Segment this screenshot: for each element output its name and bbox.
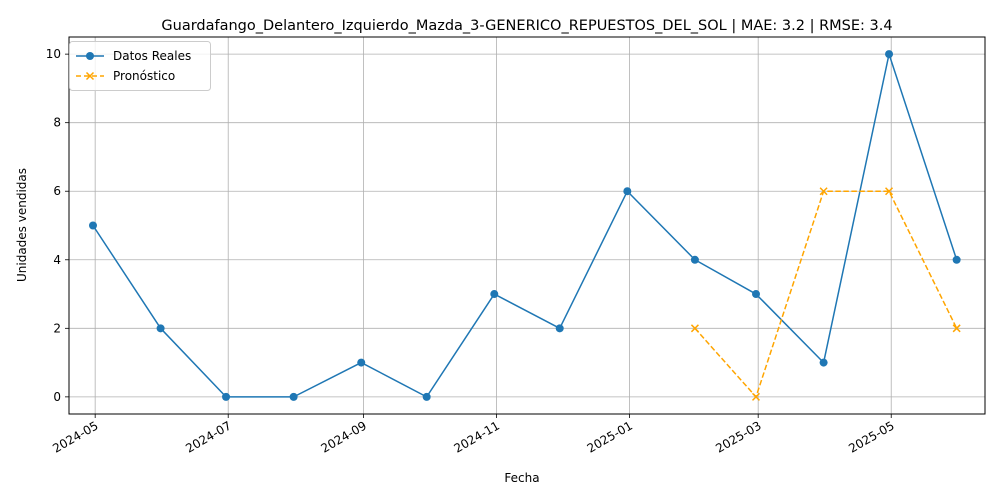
plot-frame — [68, 36, 986, 415]
y-tick-label: 6 — [53, 184, 61, 198]
data-point-datos-reales — [289, 392, 298, 401]
data-point-pronostico — [751, 392, 761, 401]
y-tick-label: 2 — [53, 321, 61, 335]
data-point-pronostico — [885, 187, 894, 196]
data-point-datos-reales — [555, 324, 564, 333]
chart-title: Guardafango_Delantero_Izquierdo_Mazda_3-… — [161, 18, 892, 34]
legend-marker-pronostico — [85, 71, 95, 81]
legend: Datos Reales Pronóstico — [69, 41, 211, 91]
y-tick-label: 4 — [53, 253, 61, 267]
grid-layer — [69, 37, 985, 414]
y-tick-label: 10 — [46, 47, 61, 61]
series-line-datos-reales — [92, 53, 958, 398]
data-point-datos-reales — [819, 358, 828, 367]
legend-marker-datos-reales — [86, 52, 94, 60]
data-point-datos-reales — [952, 255, 961, 264]
data-point-pronostico — [952, 324, 961, 333]
data-point-pronostico — [819, 187, 828, 196]
y-axis-label: Unidades vendidas — [15, 168, 29, 282]
data-point-datos-reales — [490, 290, 499, 299]
data-point-datos-reales — [422, 392, 431, 401]
series-layer — [88, 50, 961, 401]
y-tick-label: 0 — [53, 390, 61, 404]
data-point-datos-reales — [623, 187, 632, 196]
data-point-datos-reales — [357, 358, 366, 367]
data-point-datos-reales — [752, 290, 760, 299]
data-point-pronostico — [690, 324, 699, 333]
y-tick-label: 8 — [53, 116, 61, 130]
data-point-datos-reales — [156, 324, 165, 333]
legend-label-pronostico: Pronóstico — [113, 69, 175, 83]
x-axis-label: Fecha — [504, 471, 539, 485]
data-point-datos-reales — [88, 221, 97, 230]
legend-box — [69, 41, 211, 91]
data-point-datos-reales — [690, 255, 699, 264]
legend-label-datos-reales: Datos Reales — [113, 49, 191, 63]
data-point-datos-reales — [885, 50, 894, 59]
data-point-datos-reales — [222, 392, 231, 401]
